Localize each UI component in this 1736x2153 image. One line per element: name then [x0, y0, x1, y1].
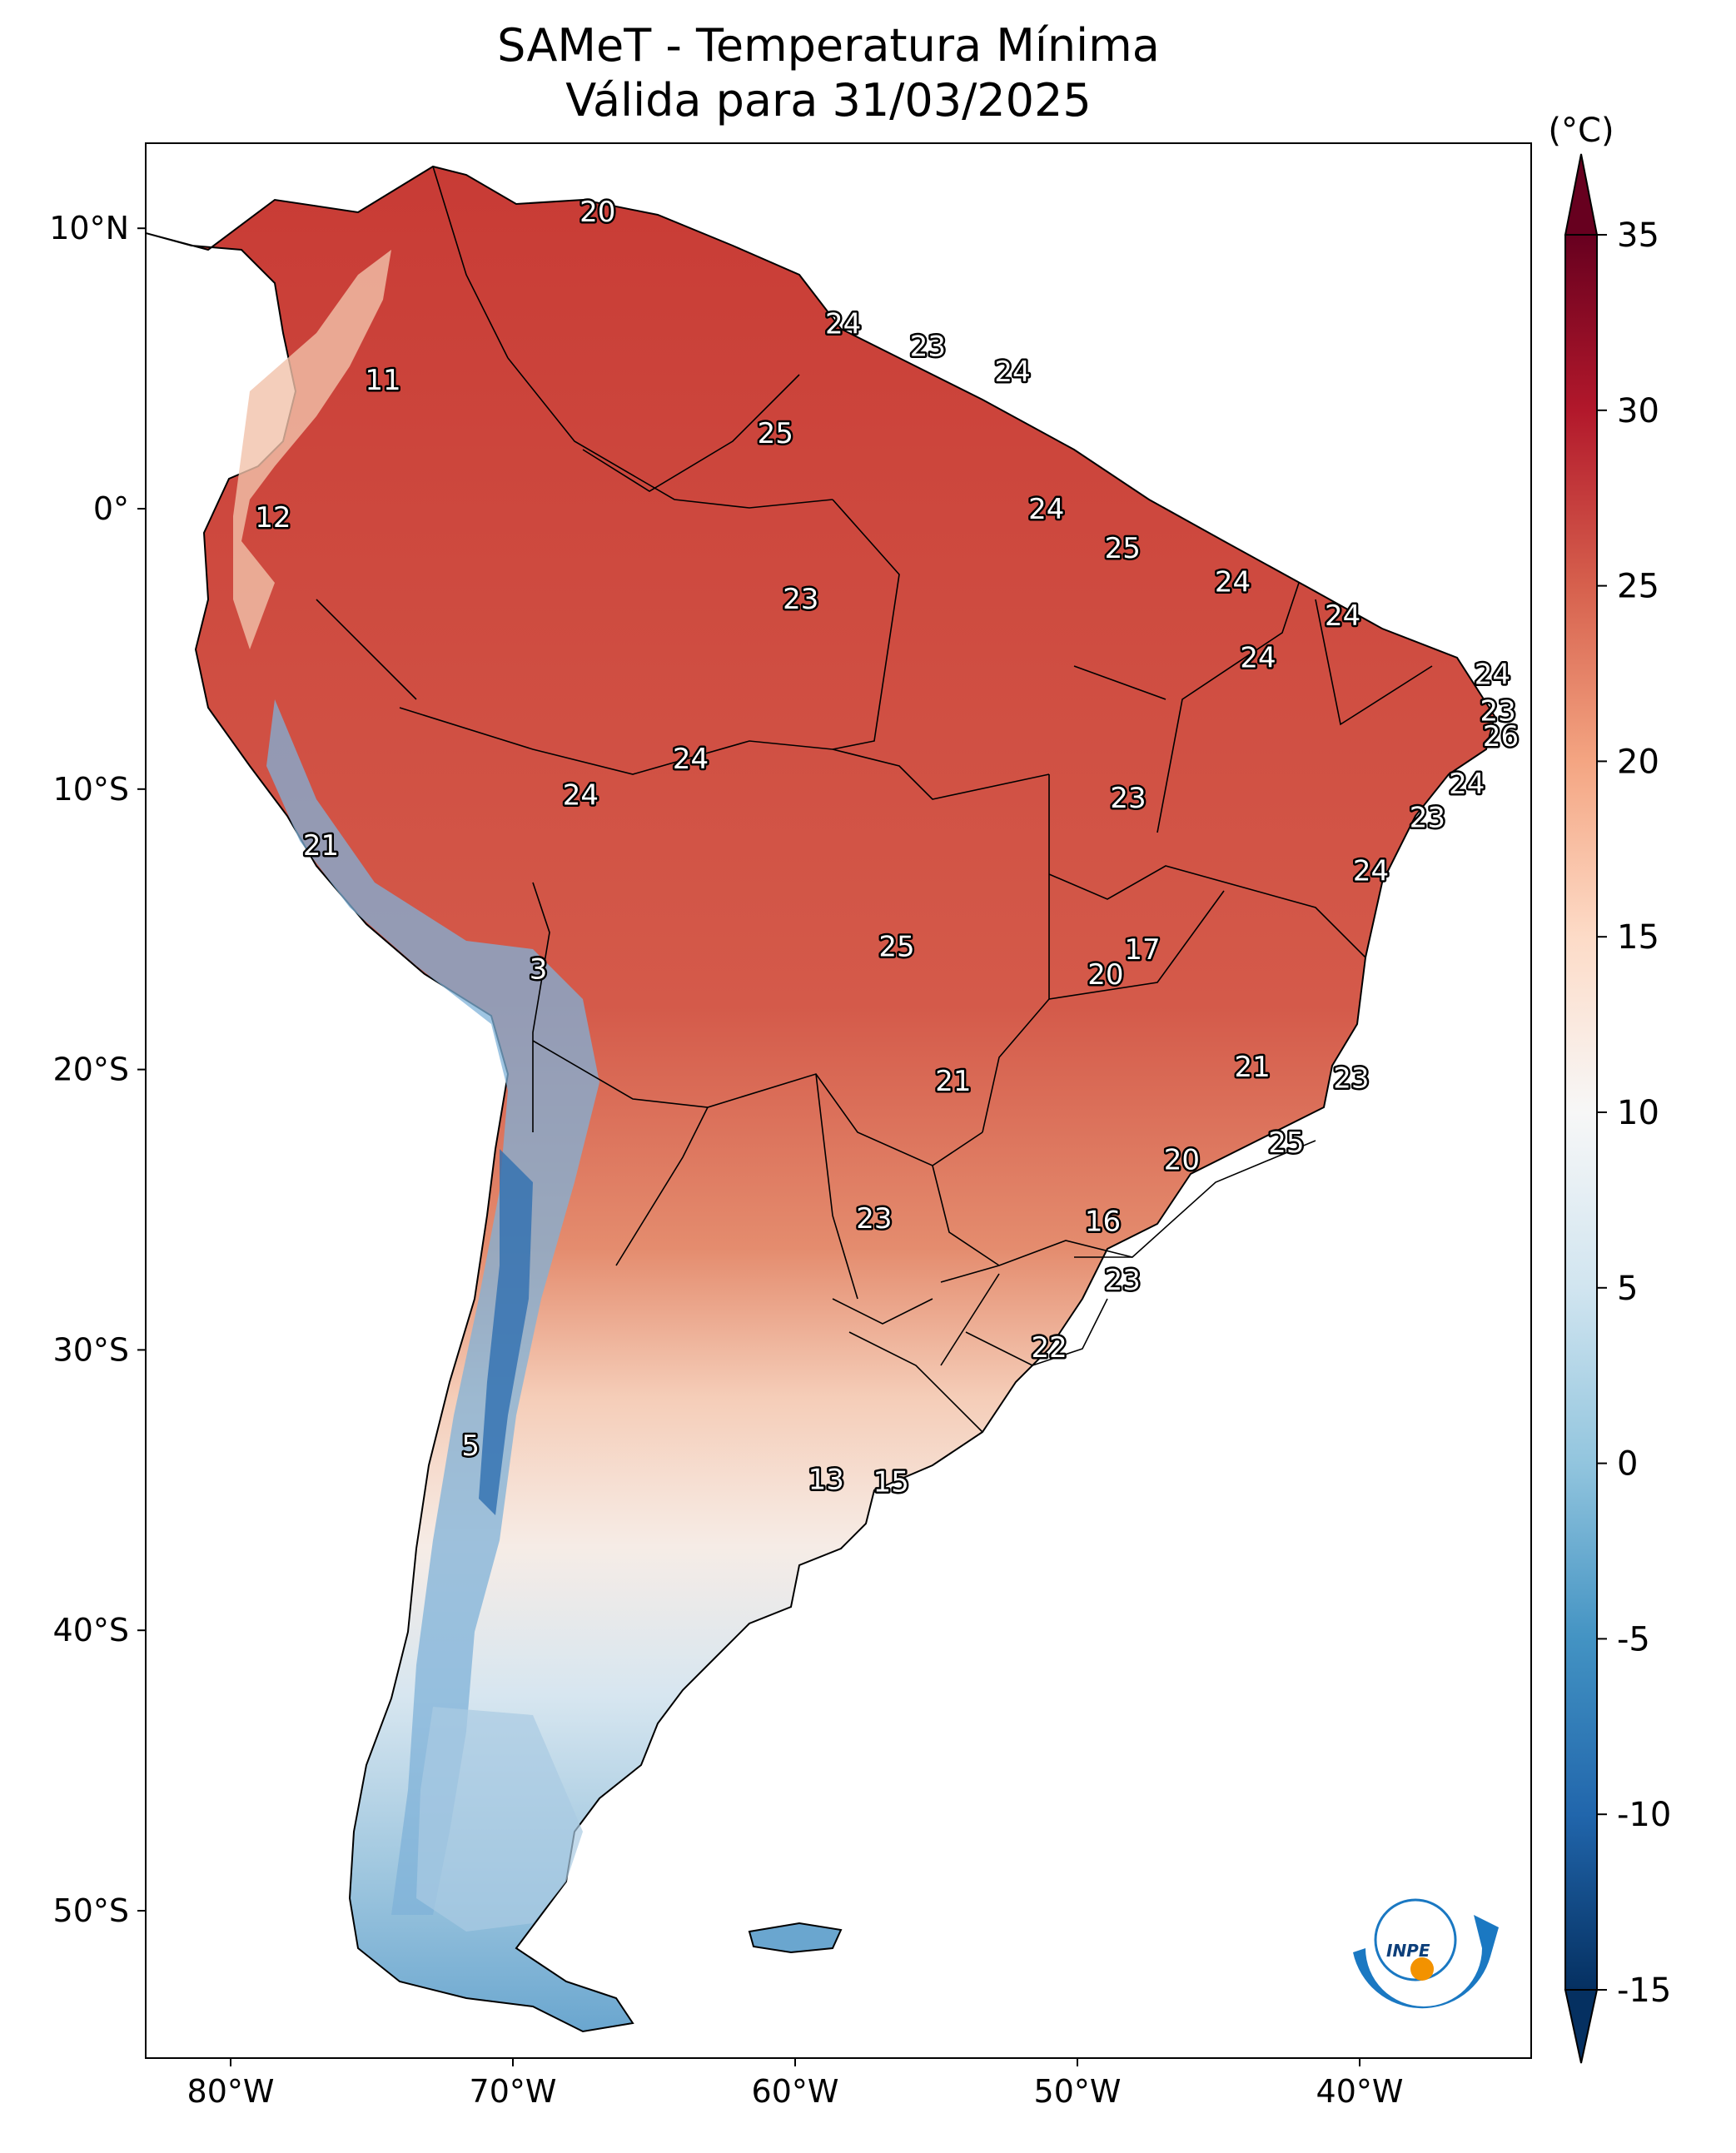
- temperature-label: 16: [1085, 1205, 1121, 1238]
- longitude-axis: 80°W 70°W 60°W 50°W 40°W: [187, 2058, 1404, 2110]
- temperature-label: 23: [856, 1202, 892, 1236]
- temperature-label: 21: [935, 1065, 971, 1098]
- lon-tick-label: 40°W: [1316, 2073, 1404, 2110]
- lat-tick-label: 20°S: [53, 1052, 129, 1088]
- colorbar-top-extension: [1564, 153, 1599, 236]
- latitude-axis: 10°N 0° 10°S 20°S 30°S 40°S 50°S: [49, 210, 146, 1929]
- colorbar-body: [1564, 234, 1598, 1991]
- lon-tick-label: 70°W: [470, 2073, 557, 2110]
- temperature-label: 23: [1410, 801, 1445, 834]
- temperature-label: 24: [994, 356, 1030, 389]
- temperature-label: 24: [563, 779, 599, 813]
- temperature-label: 25: [1105, 532, 1141, 565]
- temperature-label: 24: [1475, 659, 1510, 692]
- temperature-label: 23: [1333, 1062, 1369, 1096]
- temperature-label: 24: [1325, 599, 1360, 633]
- lat-tick-label: 30°S: [53, 1331, 129, 1368]
- title-line2: Válida para 31/03/2025: [565, 74, 1092, 127]
- colorbar-tick-label: 35: [1617, 216, 1659, 255]
- colorbar-bottom-extension: [1564, 1989, 1599, 2064]
- patagonia-cool-area: [416, 1707, 583, 1932]
- colorbar-tick-label: 0: [1617, 1445, 1638, 1484]
- temperature-label: 17: [1124, 933, 1160, 967]
- colorbar: (°C) 35 30 25 20 15 10 5 0 -5 -10 -15: [1548, 112, 1671, 2064]
- temperature-label: 23: [1480, 694, 1515, 728]
- political-borders: [316, 166, 1433, 1433]
- temperature-label: 23: [1110, 782, 1146, 815]
- colorbar-unit: (°C): [1548, 112, 1614, 150]
- inpe-logo-orbit: [1374, 1898, 1457, 1981]
- temperature-label: 24: [673, 743, 709, 776]
- temperature-label: 23: [783, 583, 818, 616]
- temperature-label: 24: [1215, 566, 1251, 599]
- colorbar-tick-label: -15: [1617, 1972, 1671, 2010]
- lat-tick-label: 50°S: [53, 1892, 129, 1929]
- temperature-label: 25: [878, 930, 914, 963]
- temperature-label: 20: [1164, 1143, 1200, 1176]
- temperature-label: 22: [1031, 1331, 1067, 1365]
- temperature-label: 5: [461, 1430, 480, 1463]
- temperature-label: 24: [1449, 768, 1485, 801]
- inpe-logo-text: INPE: [1386, 1941, 1430, 1961]
- temperature-label: 11: [365, 364, 400, 397]
- temperature-label: 25: [758, 417, 793, 450]
- temperature-label: 13: [808, 1463, 844, 1496]
- falkland-islands: [748, 1922, 843, 1954]
- lat-tick-label: 10°N: [49, 210, 129, 246]
- northwest-highlands: [233, 250, 391, 649]
- lon-tick-label: 80°W: [187, 2073, 275, 2110]
- colorbar-tick-label: 20: [1617, 743, 1659, 781]
- temperature-label: 12: [255, 501, 291, 535]
- temperature-label: 15: [873, 1466, 909, 1499]
- temperature-label: 23: [910, 331, 946, 364]
- temperature-label: 24: [1028, 493, 1064, 526]
- lat-tick-label: 10°S: [53, 771, 129, 808]
- temperature-label: 24: [1240, 642, 1276, 675]
- inpe-logo-sun: [1410, 1957, 1434, 1981]
- colorbar-tick-label: 25: [1617, 568, 1659, 606]
- temperature-label: 21: [1235, 1051, 1271, 1084]
- lat-tick-label: 0°: [93, 490, 129, 527]
- lon-tick-label: 50°W: [1034, 2073, 1122, 2110]
- colorbar-tick-label: 5: [1617, 1270, 1638, 1308]
- colorbar-tick-label: 15: [1617, 918, 1659, 957]
- temperature-label: 24: [825, 308, 861, 341]
- colorbar-tick-label: 10: [1617, 1094, 1659, 1132]
- inpe-logo: INPE: [1353, 1898, 1499, 2009]
- andes-cold-core: [479, 1149, 533, 1515]
- temperature-label: 23: [1105, 1264, 1141, 1297]
- title-line1: SAMeT - Temperatura Mínima: [497, 19, 1160, 72]
- lat-tick-label: 40°S: [53, 1612, 129, 1648]
- lon-tick-label: 60°W: [752, 2073, 839, 2110]
- colorbar-tick-label: -10: [1617, 1796, 1671, 1834]
- temperature-label: 20: [1087, 958, 1123, 992]
- map-content: [146, 165, 1496, 2033]
- map-title: SAMeT - Temperatura Mínima Válida para 3…: [142, 18, 1515, 128]
- colorbar-tick-label: -5: [1617, 1620, 1650, 1658]
- temperature-label: 21: [303, 829, 339, 863]
- temperature-label: 25: [1268, 1126, 1304, 1160]
- temperature-label: 26: [1483, 720, 1519, 753]
- temperature-label: 3: [530, 952, 548, 986]
- temperature-label: 20: [579, 196, 615, 229]
- colorbar-ticks: 35 30 25 20 15 10 5 0 -5 -10 -15: [1597, 216, 1671, 2010]
- andes-cool-band: [266, 699, 599, 1915]
- inpe-logo-arc: [1353, 1915, 1499, 2009]
- colorbar-tick-label: 30: [1617, 392, 1659, 430]
- temperature-label: 24: [1353, 854, 1389, 888]
